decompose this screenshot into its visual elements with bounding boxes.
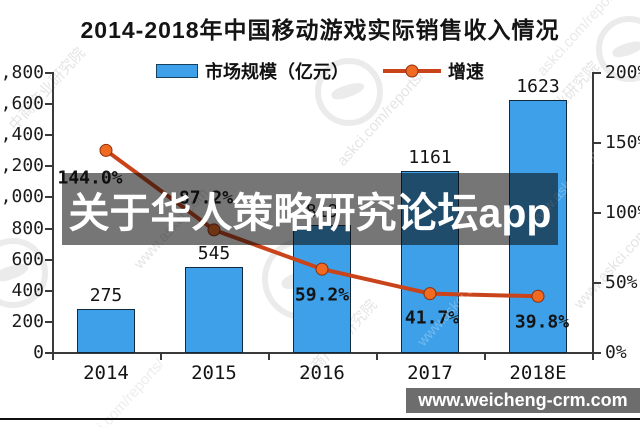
- x-axis-tick: [484, 354, 486, 360]
- category-label-2015: 2015: [191, 362, 237, 384]
- x-axis-tick: [160, 354, 162, 360]
- y-right-tick-label: 150%: [605, 132, 640, 153]
- y-left-tick: [45, 72, 52, 74]
- y-right-tick: [594, 72, 601, 74]
- y-left-tick-label: 400: [11, 279, 44, 301]
- y-left-tick: [45, 289, 52, 292]
- chart-title: 2014-2018年中国移动游戏实际销售收入情况: [80, 17, 560, 43]
- headline-overlay-text: 关于华人策略研究论坛app: [68, 190, 552, 236]
- y-left-tick: [45, 134, 52, 137]
- y-right-tick: [594, 212, 601, 214]
- x-axis-tick: [268, 354, 270, 360]
- y-left-tick-label: 600: [11, 248, 44, 270]
- y-left-tick-label: 0: [33, 342, 44, 363]
- legend-line-label: 增速: [448, 62, 484, 82]
- growth-value-2018E: 39.8%: [514, 311, 570, 333]
- y-right-tick-label: 100%: [605, 202, 640, 223]
- footer-url-text: www.weicheng-crm.com: [418, 390, 628, 410]
- bar-value-2017: 1161: [408, 147, 452, 169]
- y-left-tick-label: 1,600: [0, 93, 44, 115]
- growth-value-2016: 59.2%: [294, 284, 350, 306]
- bar-value-2015: 545: [197, 243, 231, 265]
- x-axis-tick: [52, 354, 54, 360]
- y-left-tick-label: 1,000: [0, 186, 44, 208]
- footer-url-band: www.weicheng-crm.com: [406, 388, 640, 413]
- category-label-2018E: 2018E: [509, 362, 567, 384]
- y-right-tick-label: 0%: [605, 342, 627, 363]
- y-left-tick: [45, 227, 52, 230]
- y-left-tick: [45, 103, 52, 106]
- legend-item-bar-series: 市场规模（亿元）: [156, 58, 349, 84]
- y-right-tick-label: 200%: [605, 62, 640, 83]
- y-left-tick-label: 800: [11, 217, 44, 239]
- x-axis: [52, 352, 594, 354]
- y-left-tick: [45, 196, 52, 199]
- y-left-tick-label: 1,200: [0, 155, 44, 177]
- y-left-tick: [45, 320, 52, 323]
- y-axis-right: [592, 72, 594, 352]
- y-left-tick-label: 1,400: [0, 124, 44, 146]
- bar-2014: [77, 309, 135, 353]
- y-axis-left: [52, 72, 54, 352]
- bar-value-2018E: 1623: [516, 75, 560, 97]
- y-left-tick: [45, 258, 52, 261]
- y-left-tick-label: 1,800: [0, 62, 44, 83]
- legend-item-line-series: 增速: [383, 58, 484, 84]
- bar-2015: [185, 267, 243, 353]
- y-right-tick: [594, 142, 601, 144]
- legend-bar-label: 市场规模（亿元）: [205, 62, 349, 82]
- category-label-2014: 2014: [83, 362, 129, 384]
- growth-value-2017: 41.7%: [404, 307, 460, 329]
- x-axis-tick: [592, 354, 594, 360]
- y-left-tick: [45, 165, 52, 168]
- bar-series-swatch-icon: [156, 64, 198, 78]
- category-label-2016: 2016: [299, 362, 345, 384]
- y-right-tick: [594, 282, 601, 284]
- category-label-2017: 2017: [407, 362, 453, 384]
- y-right-tick-label: 50%: [605, 272, 638, 293]
- chart-legend: 市场规模（亿元） 增速: [0, 58, 640, 84]
- x-axis-tick: [376, 354, 378, 360]
- line-series-swatch-icon: [383, 64, 441, 78]
- bar-value-2014: 275: [89, 285, 123, 307]
- y-left-tick-label: 200: [11, 310, 44, 332]
- y-right-tick: [594, 352, 601, 354]
- y-left-tick: [45, 352, 52, 354]
- bottom-divider: [0, 418, 640, 420]
